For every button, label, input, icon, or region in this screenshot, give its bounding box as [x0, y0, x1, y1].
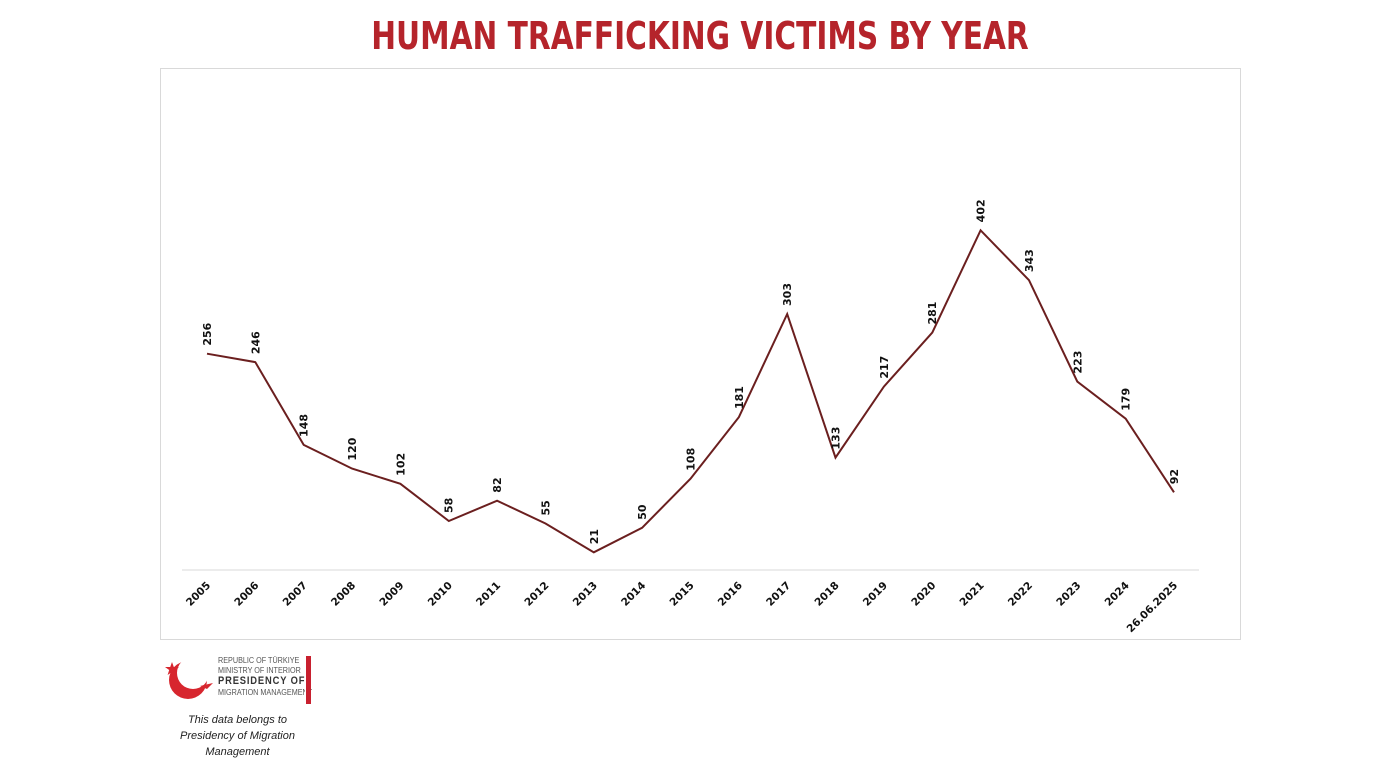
x-tick-label: 2016	[716, 580, 745, 609]
data-label: 55	[539, 500, 552, 515]
org-line-republic: REPUBLIC OF TÜRKIYE	[218, 655, 300, 665]
x-tick-label: 2008	[329, 580, 358, 609]
data-label: 108	[685, 448, 698, 471]
x-tick-label: 2021	[958, 580, 987, 609]
x-tick-label: 2015	[667, 580, 696, 609]
data-label: 256	[201, 322, 214, 345]
data-label: 343	[1023, 249, 1036, 272]
x-tick-label: 2017	[764, 580, 793, 609]
data-label: 82	[491, 477, 504, 492]
x-tick-label: 2019	[861, 580, 890, 609]
x-tick-label: 2009	[377, 580, 406, 609]
x-tick-label: 2006	[232, 580, 261, 609]
x-tick-label: 2010	[426, 580, 455, 609]
x-tick-label: 2018	[813, 580, 842, 609]
organization-logo-text: REPUBLIC OF TÜRKIYE MINISTRY OF INTERIOR…	[218, 655, 329, 697]
data-label: 102	[394, 453, 407, 476]
org-line-ministry: MINISTRY OF INTERIOR	[218, 665, 301, 675]
data-label: 281	[926, 302, 939, 325]
crescent-star-emblem-icon	[165, 657, 213, 699]
data-label: 148	[298, 414, 311, 437]
credit-line-2: Presidency of Migration Management	[180, 730, 295, 758]
data-label: 246	[249, 331, 262, 354]
data-labels: 256 246 148 120 102 58 82 55 21 50 108 181 303 133 217…	[201, 199, 1181, 544]
data-label: 21	[588, 529, 601, 544]
data-label: 133	[830, 427, 843, 450]
data-label: 181	[733, 386, 746, 409]
org-line-migration: MIGRATION MANAGEMENT	[218, 687, 313, 697]
x-tick-labels: 2005 2006 2007 2008 2009 2010 2011 2012 2013 2014…	[184, 580, 1180, 635]
x-tick-label: 2024	[1103, 580, 1132, 609]
org-line-presidency: PRESIDENCY OF	[218, 675, 306, 687]
data-label: 223	[1071, 351, 1084, 374]
credit-line-1: This data belongs to	[187, 714, 288, 726]
data-label: 50	[636, 504, 649, 520]
x-tick-label: 2022	[1006, 580, 1035, 609]
x-tick-label: 2007	[281, 580, 310, 609]
footer: REPUBLIC OF TÜRKIYE MINISTRY OF INTERIOR…	[160, 652, 420, 758]
data-label: 402	[975, 199, 988, 222]
x-tick-label: 2020	[909, 580, 938, 609]
x-tick-label: 26.06.2025	[1125, 580, 1180, 635]
x-tick-label: 2014	[619, 580, 648, 609]
data-credit: This data belongs to Presidency of Migra…	[160, 712, 315, 760]
data-label: 120	[346, 437, 359, 460]
data-label: 58	[443, 498, 456, 513]
chart-title: HUMAN TRAFFICKING VICTIMS BY YEAR	[371, 14, 1029, 58]
chart-frame	[160, 68, 1241, 640]
data-label: 179	[1120, 388, 1133, 411]
x-tick-label: 2012	[522, 580, 551, 609]
data-label: 303	[781, 283, 794, 306]
data-label: 217	[878, 356, 891, 379]
x-tick-label: 2005	[184, 580, 213, 609]
logo-accent-bar	[305, 656, 311, 704]
x-tick-label: 2023	[1054, 580, 1083, 609]
data-label: 92	[1168, 469, 1181, 484]
series-line	[206, 228, 1175, 554]
x-tick-label: 2013	[571, 580, 600, 609]
x-tick-label: 2011	[474, 580, 503, 609]
